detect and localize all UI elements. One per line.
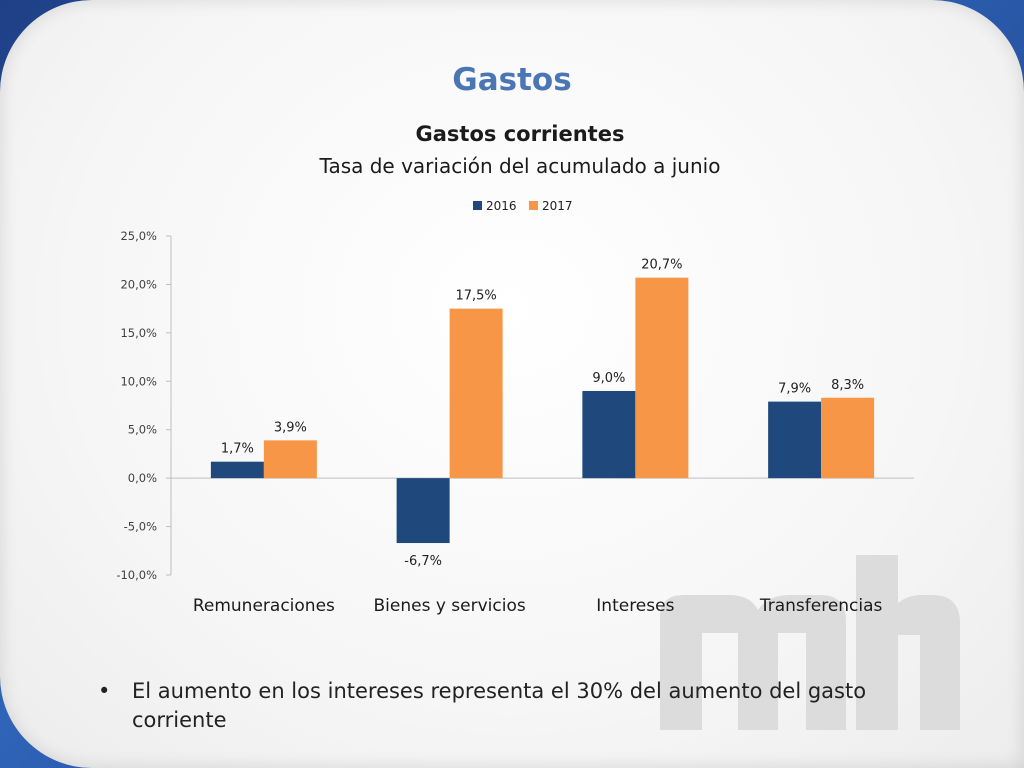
bar-2016 <box>768 401 822 479</box>
bullet-dot: • <box>98 679 111 703</box>
data-label-2017: 17,5% <box>455 289 496 304</box>
data-label-2016: 1,7% <box>221 442 254 457</box>
legend-item-2016: 2016 <box>473 199 517 213</box>
bar-2017 <box>263 440 317 479</box>
bullet-text: El aumento en los intereses representa e… <box>132 679 867 732</box>
bar-2016 <box>582 390 636 479</box>
x-category-label: Bienes y servicios <box>374 596 526 616</box>
y-tick-label: 25,0% <box>120 229 157 243</box>
y-tick-label: 5,0% <box>128 423 157 437</box>
bar-2017 <box>449 308 503 479</box>
data-label-2017: 20,7% <box>641 258 682 273</box>
bar-2017 <box>821 397 875 479</box>
bar-2016 <box>396 478 450 544</box>
chart-title: Gastos corrientes <box>415 122 625 146</box>
x-category-label: Transferencias <box>759 596 883 616</box>
y-tick-label: 0,0% <box>128 471 157 485</box>
y-tick-label: 10,0% <box>120 374 157 388</box>
bar-2017 <box>635 277 689 479</box>
slide-title: Gastos <box>452 62 572 98</box>
legend-swatch-2016 <box>473 201 482 210</box>
x-category-label: Remuneraciones <box>193 596 335 616</box>
y-tick-label: 15,0% <box>120 326 157 340</box>
data-label-2016: -6,7% <box>404 554 442 569</box>
mh-logo-watermark <box>660 555 960 730</box>
legend-swatch-2017 <box>529 201 538 210</box>
y-tick-label: 20,0% <box>120 277 157 291</box>
legend-item-2017: 2017 <box>529 199 573 213</box>
data-label-2016: 7,9% <box>778 382 811 397</box>
legend-label-2017: 2017 <box>542 199 573 213</box>
chart-subtitle: Tasa de variación del acumulado a junio <box>319 154 721 178</box>
y-tick-label: -5,0% <box>124 520 157 534</box>
y-tick-label: -10,0% <box>116 568 157 582</box>
data-label-2017: 8,3% <box>831 378 864 393</box>
data-label-2017: 3,9% <box>274 420 307 435</box>
legend-label-2016: 2016 <box>486 199 517 213</box>
bar-2016 <box>210 461 264 479</box>
data-label-2016: 9,0% <box>592 371 625 386</box>
x-category-label: Intereses <box>596 596 674 616</box>
